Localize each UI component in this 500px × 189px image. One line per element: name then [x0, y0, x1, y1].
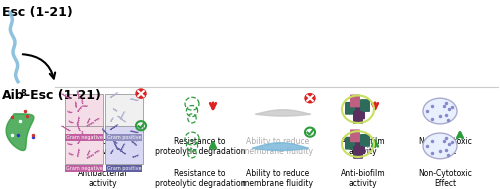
- FancyBboxPatch shape: [360, 134, 370, 147]
- Text: Anti-biofilm
activity: Anti-biofilm activity: [340, 169, 386, 188]
- FancyBboxPatch shape: [350, 94, 360, 107]
- FancyBboxPatch shape: [360, 99, 370, 112]
- Text: -Esc (1-21): -Esc (1-21): [25, 89, 101, 102]
- Circle shape: [305, 94, 315, 103]
- Text: 8: 8: [20, 89, 26, 98]
- Text: Gram positive: Gram positive: [107, 135, 142, 140]
- FancyBboxPatch shape: [355, 141, 365, 154]
- Text: Gram negative: Gram negative: [66, 166, 102, 171]
- FancyBboxPatch shape: [65, 94, 103, 132]
- Text: Aib: Aib: [2, 89, 24, 102]
- Text: Ability to reduce
membrane fluidity: Ability to reduce membrane fluidity: [242, 169, 314, 188]
- FancyBboxPatch shape: [350, 129, 360, 142]
- Text: Gram positive: Gram positive: [107, 166, 142, 171]
- FancyBboxPatch shape: [355, 106, 365, 119]
- Text: Antibacterial
activity: Antibacterial activity: [78, 169, 128, 188]
- FancyBboxPatch shape: [65, 126, 103, 164]
- Text: Non-Cytotoxic
Effect: Non-Cytotoxic Effect: [418, 169, 472, 188]
- Ellipse shape: [423, 133, 457, 159]
- FancyBboxPatch shape: [353, 111, 363, 124]
- FancyBboxPatch shape: [105, 94, 143, 132]
- Text: Esc (1-21): Esc (1-21): [2, 5, 73, 19]
- Ellipse shape: [423, 98, 457, 124]
- FancyBboxPatch shape: [345, 137, 355, 149]
- Text: Resistance to
proteolytic degradation: Resistance to proteolytic degradation: [155, 169, 245, 188]
- Text: Gram negative: Gram negative: [66, 135, 102, 140]
- Circle shape: [136, 89, 146, 98]
- Text: Antibacterial
activity: Antibacterial activity: [78, 137, 128, 156]
- FancyBboxPatch shape: [353, 146, 363, 159]
- Text: Resistance to
proteolytic degradation: Resistance to proteolytic degradation: [155, 137, 245, 156]
- Text: Ability to reduce
membrane fluidity: Ability to reduce membrane fluidity: [242, 137, 314, 156]
- Polygon shape: [6, 114, 34, 150]
- FancyBboxPatch shape: [105, 126, 143, 164]
- FancyBboxPatch shape: [345, 102, 355, 115]
- Text: Anti-biofilm
activity: Anti-biofilm activity: [340, 137, 386, 156]
- Text: Non-Cytotoxic
Effect: Non-Cytotoxic Effect: [418, 137, 472, 156]
